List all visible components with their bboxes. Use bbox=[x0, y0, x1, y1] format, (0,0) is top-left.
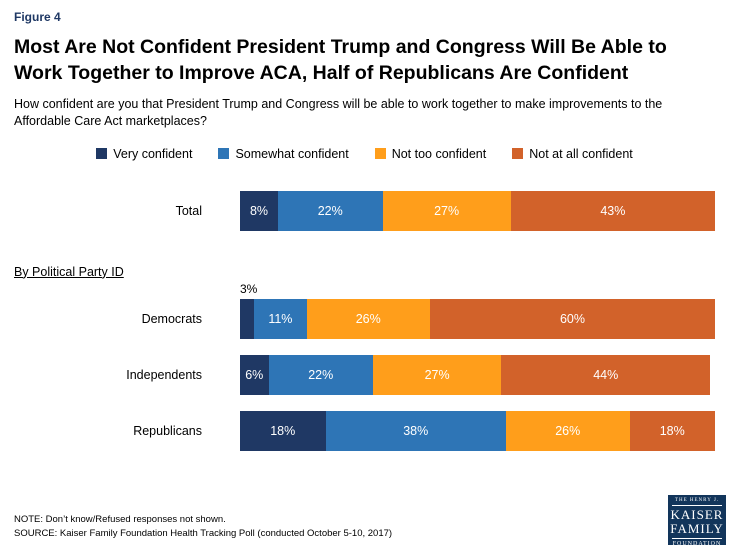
party-bars-section: Democrats 3% 11% 26% 60% Independents 6% 22% 27%… bbox=[14, 282, 715, 451]
legend-swatch-icon bbox=[374, 148, 386, 160]
segment-value-label: 8% bbox=[249, 203, 269, 218]
figure-page: Figure 4 Most Are Not Confident Presiden… bbox=[14, 10, 715, 451]
segment-value-label: 43% bbox=[600, 203, 626, 218]
bar-segment-not-too-confident: 26% bbox=[306, 298, 430, 339]
segment-value-label: 60% bbox=[559, 311, 586, 326]
row-label: Independents bbox=[126, 367, 202, 382]
bar-segment-very-confident: 8% bbox=[240, 190, 278, 231]
legend-label: Not at all confident bbox=[529, 146, 633, 161]
segment-value-label: 18% bbox=[659, 423, 685, 438]
segment-value-label: 44% bbox=[593, 367, 619, 382]
segment-value-label: 27% bbox=[424, 367, 450, 382]
note-text: NOTE: Don’t know/Refused responses not s… bbox=[14, 514, 226, 526]
bar-segment-somewhat-confident: 22% bbox=[268, 354, 373, 395]
bar-segment-very-confident: 6% bbox=[240, 354, 269, 395]
legend-item-not-too-confident: Not too confident bbox=[374, 146, 487, 161]
chart-subtitle: How confident are you that President Tru… bbox=[14, 96, 663, 129]
bar-segment-somewhat-confident: 22% bbox=[278, 190, 383, 231]
segment-value-label: 18% bbox=[270, 423, 296, 438]
bar-segment-somewhat-confident: 11% bbox=[254, 298, 307, 339]
bar-track: 18% 38% 26% 18% bbox=[240, 410, 715, 451]
bar-segment-not-at-all-confident: 43% bbox=[510, 190, 715, 231]
bar-segment-not-too-confident: 26% bbox=[506, 410, 630, 451]
chart-title: Most Are Not Confident President Trump a… bbox=[14, 36, 667, 85]
segment-value-label: 6% bbox=[245, 367, 264, 382]
bar-segment-very-confident: 18% bbox=[240, 410, 326, 451]
bar-segment-not-at-all-confident: 60% bbox=[430, 298, 715, 339]
legend-swatch-icon bbox=[512, 148, 524, 160]
row-label: Total bbox=[175, 203, 202, 218]
row-label: Republicans bbox=[133, 423, 202, 438]
bar-segment-not-at-all-confident: 18% bbox=[629, 410, 715, 451]
bar-segment-not-at-all-confident: 44% bbox=[501, 354, 711, 395]
row-label: Democrats bbox=[141, 311, 202, 326]
bar-segment-very-confident bbox=[240, 298, 255, 339]
bar-segment-not-too-confident: 27% bbox=[382, 190, 511, 231]
segment-value-label: 26% bbox=[355, 311, 381, 326]
segment-value-label: 11% bbox=[268, 311, 293, 326]
legend-label: Not too confident bbox=[391, 146, 487, 161]
segment-value-label: 22% bbox=[317, 203, 343, 218]
footnotes: NOTE: Don’t know/Refused responses not s… bbox=[14, 513, 392, 541]
bar-row-independents: Independents 6% 22% 27% 44% bbox=[14, 354, 715, 395]
total-bar-section: Total 8% 22% 27% 43% bbox=[14, 190, 715, 231]
segment-value-label: 26% bbox=[555, 423, 581, 438]
legend-item-not-at-all-confident: Not at all confident bbox=[512, 147, 633, 161]
legend-swatch-icon bbox=[218, 148, 230, 160]
legend-swatch-icon bbox=[96, 148, 108, 160]
kff-logo-line1: THE HENRY J. bbox=[672, 498, 722, 506]
segment-value-label: 27% bbox=[434, 203, 460, 218]
bar-track: 6% 22% 27% 44% bbox=[240, 354, 715, 395]
legend-item-very-confident: Very confident bbox=[96, 147, 192, 161]
bar-track: 3% 11% 26% 60% bbox=[240, 282, 715, 339]
bar-track: 8% 22% 27% 43% bbox=[240, 190, 715, 231]
segment-value-label: 38% bbox=[403, 423, 429, 438]
legend-item-somewhat-confident: Somewhat confident bbox=[218, 146, 349, 161]
bar-row-total: Total 8% 22% 27% 43% bbox=[14, 190, 715, 231]
section-label: By Political Party ID bbox=[14, 264, 124, 279]
chart-legend: Very confident Somewhat confident Not too … bbox=[14, 147, 715, 161]
kff-logo-line3: FAMILY bbox=[670, 521, 724, 536]
legend-label: Very confident bbox=[113, 146, 193, 161]
kff-logo-line4: FOUNDATION bbox=[672, 538, 722, 547]
kff-logo: THE HENRY J. KAISER FAMILY FOUNDATION bbox=[668, 495, 726, 547]
figure-label: Figure 4 bbox=[14, 10, 61, 24]
outside-value-label: 3% bbox=[240, 281, 258, 296]
bar-row-republicans: Republicans 18% 38% 26% 18% bbox=[14, 410, 715, 451]
bar-row-democrats: Democrats 3% 11% 26% 60% bbox=[14, 282, 715, 339]
source-text: SOURCE: Kaiser Family Foundation Health … bbox=[14, 528, 393, 540]
kff-logo-line2: KAISER bbox=[670, 507, 724, 522]
segment-value-label: 22% bbox=[308, 367, 334, 382]
bar-segment-somewhat-confident: 38% bbox=[325, 410, 506, 451]
bar-segment-not-too-confident: 27% bbox=[373, 354, 502, 395]
legend-label: Somewhat confident bbox=[235, 146, 349, 161]
